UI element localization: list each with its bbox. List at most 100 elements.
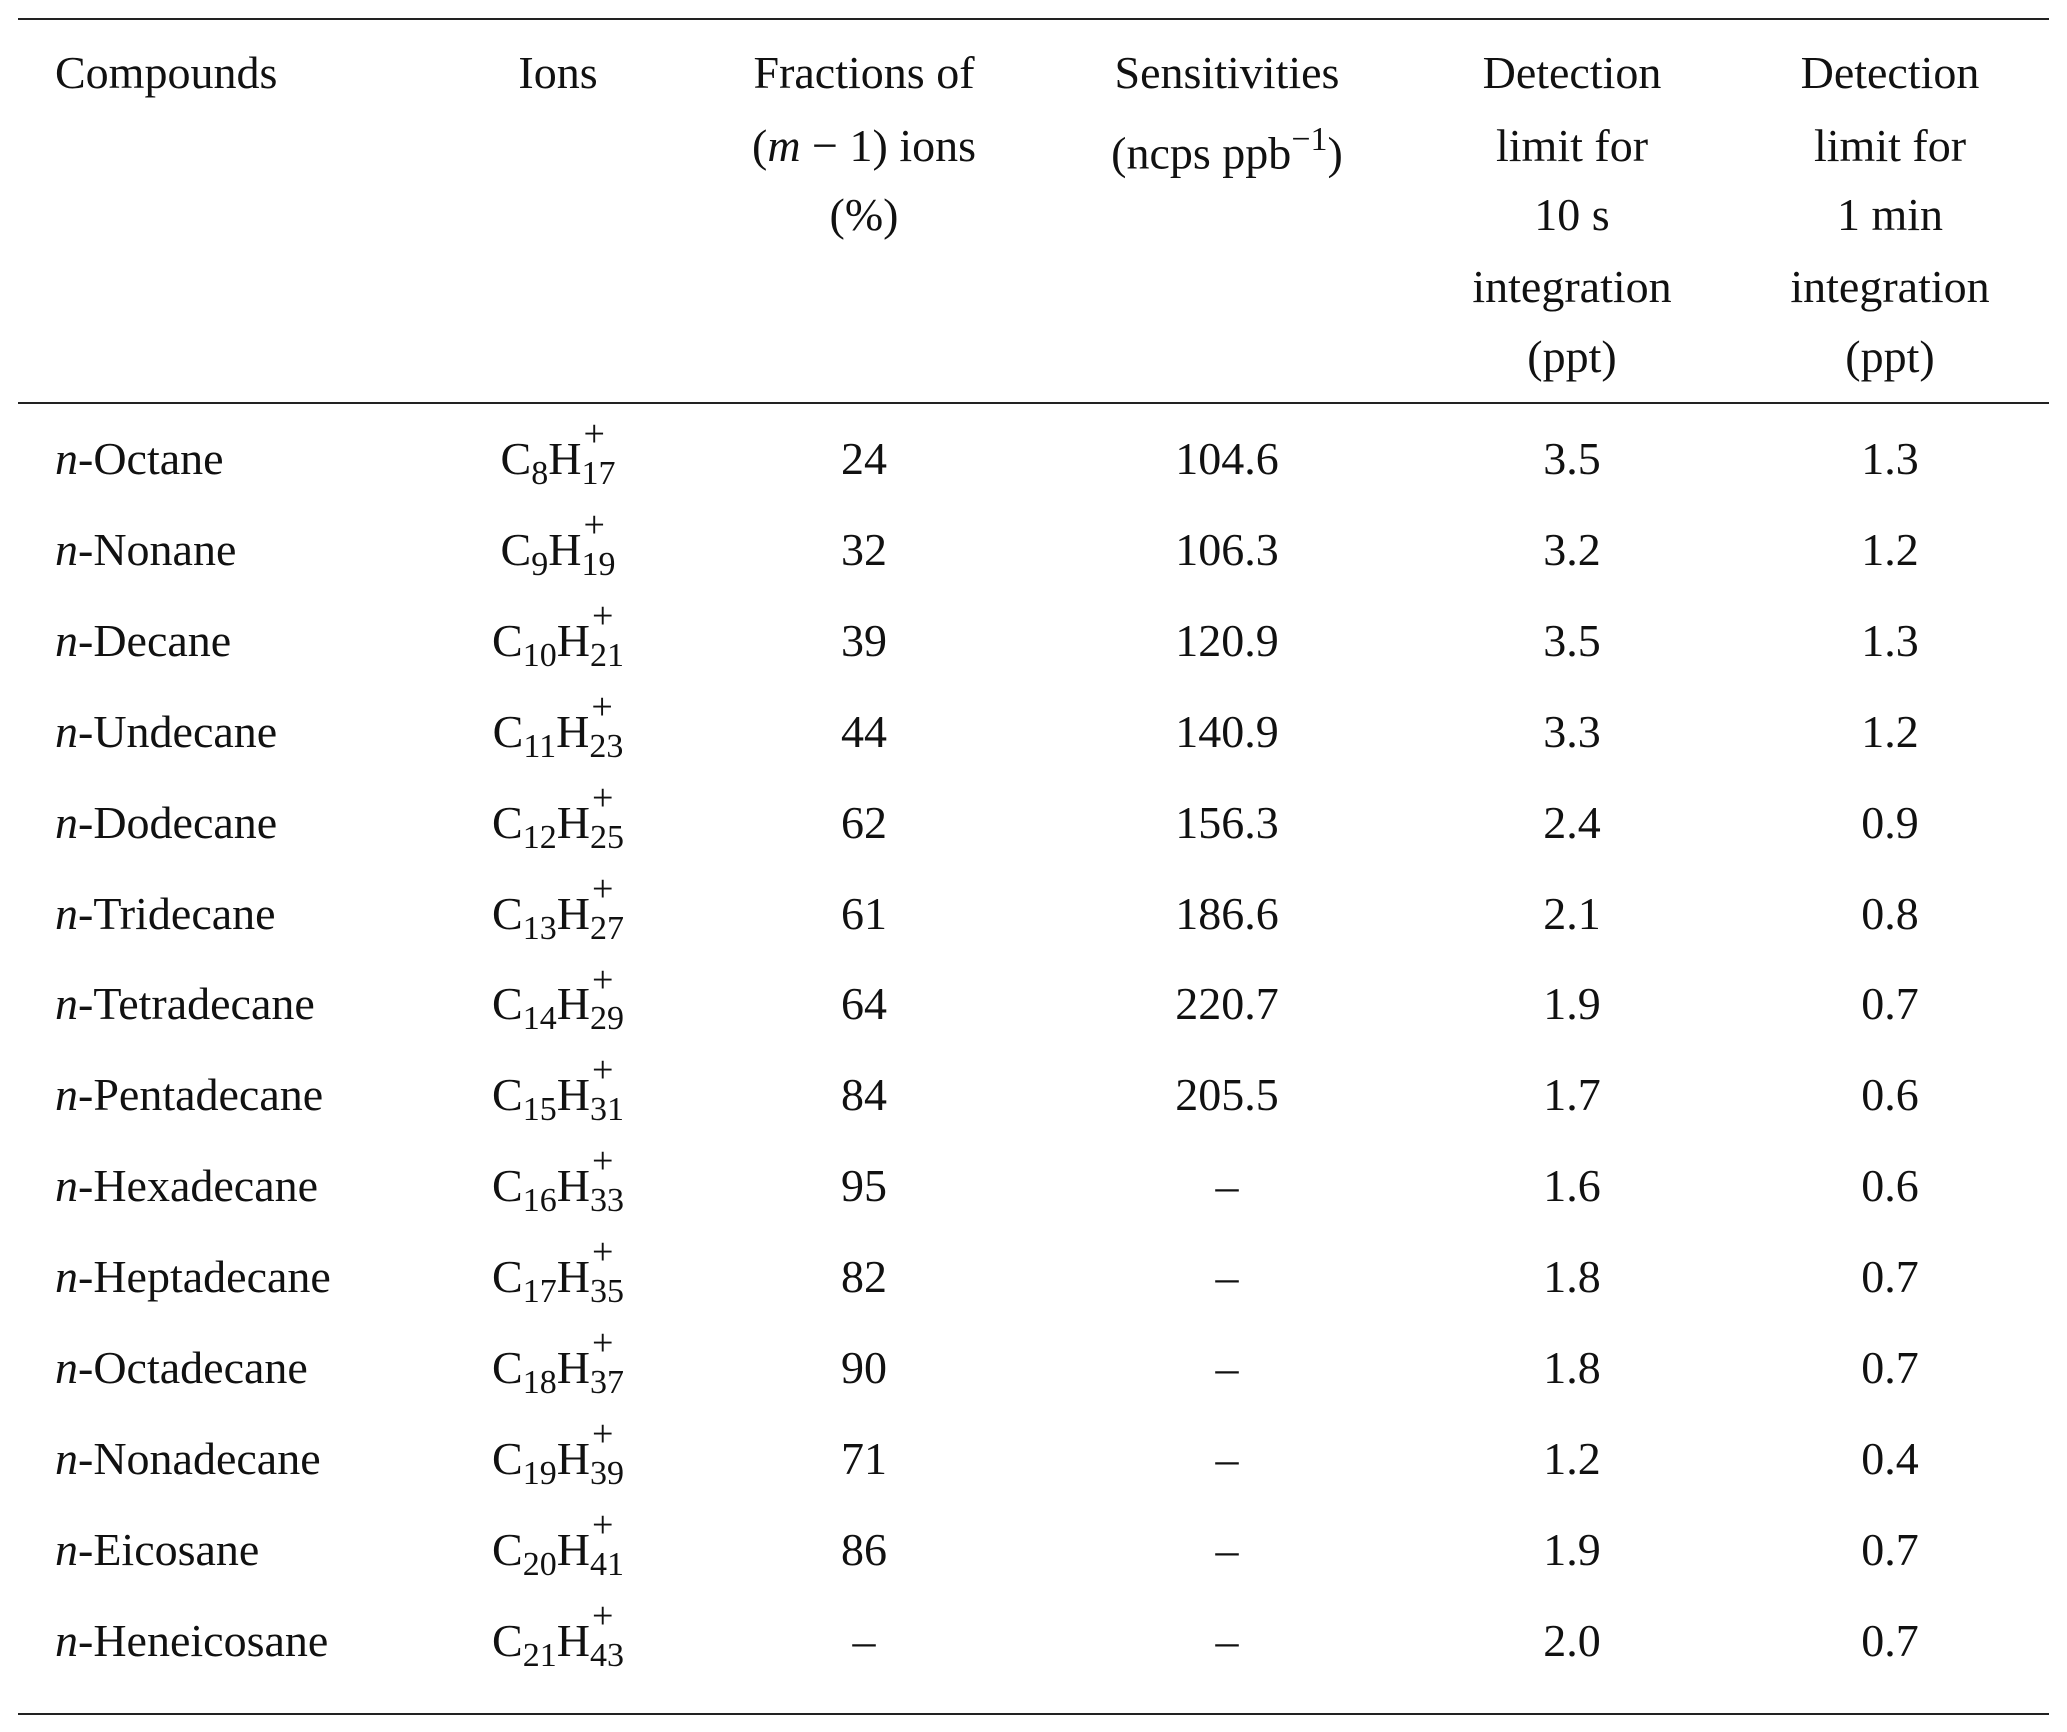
ion-stack: 43 + xyxy=(590,1597,624,1673)
ion-charge: + xyxy=(583,504,605,546)
value-cell: – xyxy=(1215,1342,1239,1393)
ion-stack: 37 + xyxy=(590,1324,624,1400)
value-cell: 61 xyxy=(841,887,887,939)
ion-charge: + xyxy=(591,958,614,1001)
ion-element: H xyxy=(556,796,590,848)
value-cell: 3.5 xyxy=(1543,433,1601,484)
ion-element: C xyxy=(492,887,523,939)
compound-prefix: n xyxy=(55,1251,78,1303)
header-text: integration xyxy=(1790,261,1990,312)
value-cell: 0.4 xyxy=(1861,1432,1919,1484)
ion-count: 20 xyxy=(522,1545,557,1583)
ion-charge: + xyxy=(583,413,605,456)
ion-stack: 21 + xyxy=(590,597,624,673)
ion-count: 16 xyxy=(522,1182,557,1220)
ion: C8H17 + xyxy=(501,415,616,493)
compound-prefix: n xyxy=(55,614,78,666)
ion: C14H29 + xyxy=(492,961,624,1038)
value-cell: – xyxy=(1215,1432,1239,1484)
value-cell: 140.9 xyxy=(1175,705,1279,757)
value-cell: 3.3 xyxy=(1543,705,1601,757)
ion-element: H xyxy=(556,614,590,666)
ion-element: C xyxy=(492,1251,523,1303)
compound-name: -Heptadecane xyxy=(78,1251,331,1303)
value-cell: 39 xyxy=(841,614,887,666)
compound-prefix: n xyxy=(55,1432,78,1484)
header-text: (ppt) xyxy=(1527,331,1617,382)
header-text: − 1) ions xyxy=(800,120,977,171)
ion-stack: 33 + xyxy=(590,1142,624,1218)
header-line: Fractions of xyxy=(753,50,974,96)
compound-prefix: n xyxy=(55,978,78,1030)
value-cell: 220.7 xyxy=(1175,978,1279,1030)
compound-name: -Pentadecane xyxy=(78,1069,324,1121)
value-cell: – xyxy=(1215,1523,1239,1575)
header-line: (%) xyxy=(830,192,899,238)
compound: n-Nonadecane xyxy=(55,1432,321,1484)
ion-count: 17 xyxy=(581,455,616,493)
header-text: Detection xyxy=(1800,47,1980,98)
ion: C17H35 + xyxy=(492,1233,624,1311)
value-cell: 0.8 xyxy=(1861,887,1919,939)
value-cell: 95 xyxy=(841,1160,887,1212)
ion-element: H xyxy=(556,1523,590,1575)
compound: n-Pentadecane xyxy=(55,1072,323,1118)
header-line: (ppt) xyxy=(1845,334,1934,380)
value-cell: – xyxy=(1215,1160,1239,1212)
ion-stack: 17 + xyxy=(581,415,616,493)
ion-charge: + xyxy=(591,1231,614,1274)
ion-stack: 19 + xyxy=(581,506,615,582)
ion-count: 9 xyxy=(531,546,549,584)
ion-count: 10 xyxy=(522,636,557,674)
ion-element: C xyxy=(492,1614,523,1666)
ion-element: C xyxy=(492,614,523,666)
value-cell: – xyxy=(852,1614,876,1666)
header-text: 10 s xyxy=(1534,189,1610,240)
ion-charge: + xyxy=(591,1049,614,1092)
ion-charge: + xyxy=(591,776,614,819)
header-line: limit for xyxy=(1496,123,1648,169)
compound-name: -Dodecane xyxy=(78,796,278,848)
compound-prefix: n xyxy=(55,523,78,575)
ion-element: H xyxy=(556,887,590,939)
ion-count: 14 xyxy=(522,1000,557,1038)
ion-count: 21 xyxy=(522,1636,557,1674)
ion-element: H xyxy=(548,433,582,484)
value-cell: 104.6 xyxy=(1175,433,1279,484)
value-cell: 1.9 xyxy=(1543,1523,1601,1575)
ion: C16H33 + xyxy=(492,1142,624,1220)
ion-element: C xyxy=(492,978,523,1030)
compound-name: -Nonane xyxy=(78,523,237,575)
header-text: (ncps ppb xyxy=(1111,127,1292,179)
compound: n-Dodecane xyxy=(55,796,278,848)
ion-element: H xyxy=(556,1160,590,1212)
ion-count: 18 xyxy=(522,1364,557,1402)
ion-count: 41 xyxy=(589,1545,624,1583)
value-cell: 120.9 xyxy=(1175,614,1279,666)
value-cell: 0.9 xyxy=(1861,796,1919,848)
ion-count: 19 xyxy=(522,1455,557,1493)
header-line: integration xyxy=(1472,264,1671,310)
compound-name: -Tetradecane xyxy=(78,978,315,1030)
value-cell: 2.0 xyxy=(1543,1614,1601,1666)
ion-element: C xyxy=(492,1432,523,1484)
value-cell: 205.5 xyxy=(1175,1069,1279,1121)
compound: n-Tetradecane xyxy=(55,981,315,1027)
compound-name: -Hexadecane xyxy=(78,1160,319,1212)
value-cell: 2.4 xyxy=(1543,796,1601,848)
value-cell: 86 xyxy=(841,1523,887,1575)
compound-prefix: n xyxy=(55,1160,78,1212)
header-line: 1 min xyxy=(1837,192,1943,238)
value-cell: 90 xyxy=(841,1342,887,1393)
value-cell: 71 xyxy=(841,1432,887,1484)
ion-count: 13 xyxy=(522,909,557,947)
value-cell: 0.7 xyxy=(1861,1523,1919,1575)
header-line: Sensitivities xyxy=(1115,50,1340,96)
header-line: (ncps ppb−1) xyxy=(1111,123,1343,177)
header-text: 1 min xyxy=(1836,189,1944,240)
ion-element: H xyxy=(556,705,590,757)
ion-element: H xyxy=(556,1069,590,1121)
ion: C19H39 + xyxy=(492,1415,624,1493)
ion-count: 17 xyxy=(522,1273,557,1311)
